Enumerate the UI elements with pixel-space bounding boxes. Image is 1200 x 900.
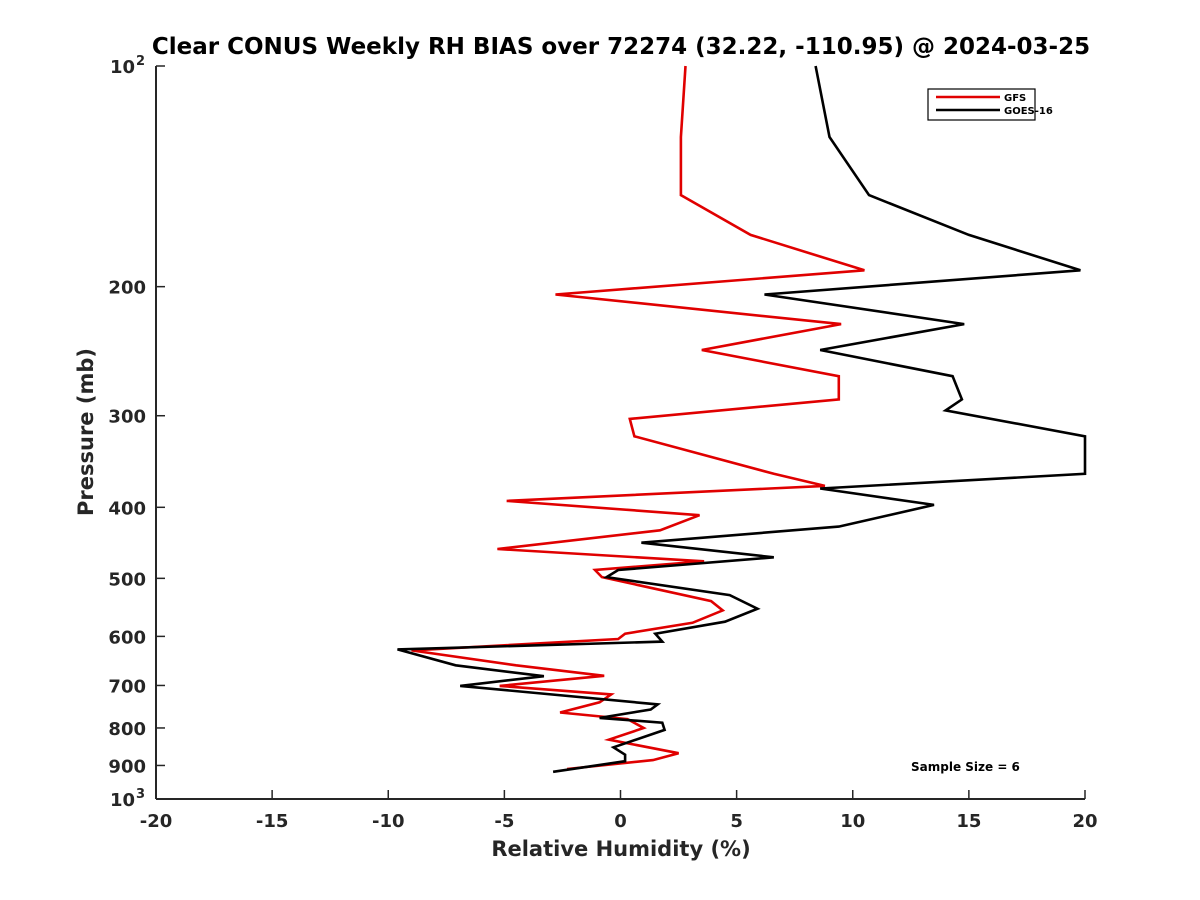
x-tick-label: -15 — [256, 811, 289, 832]
y-tick-label: 10 — [110, 790, 135, 811]
series-line-gfs — [411, 65, 865, 771]
plot-area: -20 -15 -10 -5 0 5 10 15 20 10 220030040050060070… — [108, 54, 1097, 832]
series-line-goes16 — [397, 65, 1087, 774]
y-tick-label: 200 — [108, 278, 146, 299]
x-ticks: -20 -15 -10 -5 0 5 10 15 20 — [140, 790, 1098, 832]
x-tick-label: 10 — [840, 811, 865, 832]
x-tick-label: 0 — [614, 811, 627, 832]
legend: GFS GOES-16 — [927, 88, 1053, 121]
y-tick-label: 400 — [108, 498, 146, 519]
y-tick-label: 900 — [108, 756, 146, 777]
x-tick-label: -10 — [372, 811, 405, 832]
chart-title: Clear CONUS Weekly RH BIAS over 72274 (3… — [152, 34, 1090, 60]
legend-label-goes16: GOES-16 — [1004, 106, 1053, 117]
plot-background — [156, 66, 1085, 799]
y-tick-label: 800 — [108, 719, 146, 740]
series-layer — [397, 65, 1087, 774]
y-tick-label: 700 — [108, 676, 146, 697]
y-axis-label: Pressure (mb) — [74, 348, 98, 516]
y-tick-label: 300 — [108, 407, 146, 428]
x-tick-label: 5 — [730, 811, 743, 832]
y-tick-label: 10 — [110, 57, 135, 78]
y-tick-label: 600 — [108, 627, 146, 648]
y-tick-exponent: 2 — [136, 54, 145, 69]
sample-size-annotation: Sample Size = 6 — [911, 760, 1020, 774]
x-tick-label: 15 — [956, 811, 981, 832]
legend-box — [927, 88, 1036, 121]
x-tick-label: 20 — [1072, 811, 1097, 832]
y-tick-exponent: 3 — [136, 787, 145, 802]
y-tick-label: 500 — [108, 569, 146, 590]
x-axis-label: Relative Humidity (%) — [491, 837, 750, 861]
x-tick-label: -5 — [494, 811, 514, 832]
x-tick-label: -20 — [140, 811, 173, 832]
legend-label-gfs: GFS — [1004, 93, 1026, 104]
